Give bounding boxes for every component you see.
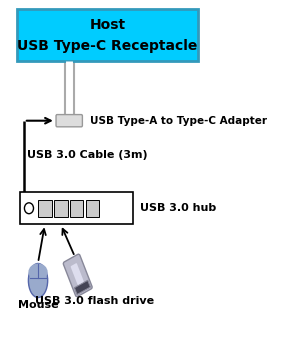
- Text: USB 3.0 flash drive: USB 3.0 flash drive: [35, 296, 154, 306]
- FancyBboxPatch shape: [56, 115, 82, 127]
- Text: Host: Host: [89, 18, 126, 32]
- FancyBboxPatch shape: [20, 192, 133, 224]
- Text: USB 3.0 hub: USB 3.0 hub: [140, 203, 216, 213]
- FancyBboxPatch shape: [71, 263, 84, 285]
- FancyBboxPatch shape: [38, 200, 52, 217]
- Ellipse shape: [28, 264, 48, 280]
- FancyBboxPatch shape: [54, 200, 68, 217]
- FancyBboxPatch shape: [17, 8, 198, 61]
- Ellipse shape: [28, 264, 48, 298]
- Text: USB Type-A to Type-C Adapter: USB Type-A to Type-C Adapter: [90, 116, 267, 126]
- Text: Mouse: Mouse: [18, 300, 58, 310]
- FancyBboxPatch shape: [70, 200, 83, 217]
- FancyBboxPatch shape: [74, 280, 90, 294]
- FancyBboxPatch shape: [63, 254, 92, 297]
- Text: USB 3.0 Cable (3m): USB 3.0 Cable (3m): [27, 150, 147, 160]
- Text: USB Type-C Receptacle: USB Type-C Receptacle: [17, 39, 198, 53]
- FancyBboxPatch shape: [86, 200, 99, 217]
- Circle shape: [24, 203, 34, 214]
